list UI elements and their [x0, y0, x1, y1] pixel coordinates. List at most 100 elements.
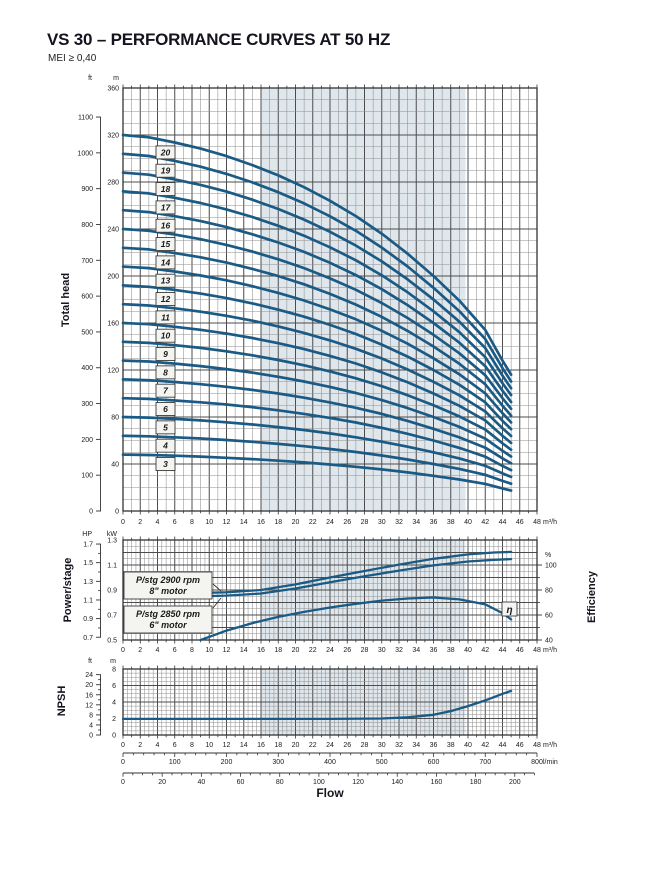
svg-text:46: 46 [516, 742, 524, 749]
stage-label-box-10 [155, 328, 176, 343]
stage-label-box-17 [155, 200, 176, 215]
svg-text:160: 160 [431, 779, 443, 786]
svg-text:0: 0 [121, 779, 125, 786]
svg-text:10: 10 [205, 742, 213, 749]
svg-text:10: 10 [205, 519, 213, 526]
svg-text:8" motor: 8" motor [149, 586, 187, 596]
power-curves [190, 550, 513, 642]
svg-text:20: 20 [85, 682, 93, 689]
svg-text:500: 500 [376, 759, 388, 766]
svg-text:200: 200 [509, 779, 521, 786]
svg-text:24: 24 [326, 647, 334, 654]
svg-text:300: 300 [81, 401, 93, 408]
svg-text:1.7: 1.7 [83, 542, 93, 549]
stage-label-box-8 [155, 365, 176, 380]
power-2900-label-box [123, 571, 213, 600]
stage-label-box-7 [155, 383, 176, 398]
svg-text:1.3: 1.3 [83, 579, 93, 586]
svg-text:18: 18 [274, 647, 282, 654]
svg-text:4: 4 [89, 722, 93, 729]
svg-text:200: 200 [81, 437, 93, 444]
power-efficiency-panel: 0 2 4 6 8 10 12 14 16 18 20 22 24 26 28 30 32 34 36 38 40 42 4… [82, 531, 557, 654]
svg-text:700: 700 [81, 258, 93, 265]
svg-text:1.1: 1.1 [83, 597, 93, 604]
svg-text:46: 46 [516, 519, 524, 526]
power-curve-2850rpm [190, 557, 513, 598]
svg-text:800: 800 [81, 222, 93, 229]
svg-text:HP: HP [82, 531, 92, 538]
svg-text:8: 8 [112, 667, 116, 674]
svg-text:8: 8 [190, 742, 194, 749]
svg-text:16: 16 [257, 742, 265, 749]
svg-text:46: 46 [516, 647, 524, 654]
svg-text:26: 26 [343, 519, 351, 526]
svg-text:32: 32 [395, 647, 403, 654]
head-curve-13stg [121, 265, 513, 424]
svg-text:1000: 1000 [77, 150, 93, 157]
svg-text:4: 4 [112, 700, 116, 707]
page-title: VS 30 – PERFORMANCE CURVES AT 50 HZ [47, 30, 391, 49]
svg-text:3: 3 [163, 459, 168, 469]
svg-text:60: 60 [237, 779, 245, 786]
svg-text:0.9: 0.9 [107, 588, 117, 595]
svg-text:6: 6 [173, 647, 177, 654]
svg-text:280: 280 [107, 180, 119, 187]
svg-text:28: 28 [361, 742, 369, 749]
power-x-axis: 0 2 4 6 8 10 12 14 16 18 20 22 24 26 28 30 32 34 36 38 40 42 4… [121, 536, 557, 654]
svg-text:32: 32 [395, 742, 403, 749]
svg-text:24: 24 [326, 742, 334, 749]
svg-text:22: 22 [309, 647, 317, 654]
svg-text:36: 36 [430, 647, 438, 654]
svg-text:17: 17 [161, 202, 172, 212]
svg-text:38: 38 [447, 647, 455, 654]
svg-text:80: 80 [111, 415, 119, 422]
svg-text:600: 600 [428, 759, 440, 766]
svg-text:40: 40 [111, 462, 119, 469]
svg-text:28: 28 [361, 647, 369, 654]
svg-text:20: 20 [160, 147, 171, 157]
svg-text:240: 240 [107, 227, 119, 234]
svg-text:42: 42 [481, 647, 489, 654]
svg-text:2: 2 [112, 716, 116, 723]
svg-text:700: 700 [479, 759, 491, 766]
stage-label-box-14 [155, 255, 176, 270]
npsh-curve-group [121, 689, 513, 721]
npsh-m-scale: 0 2 4 6 8 m [110, 658, 116, 740]
svg-text:12: 12 [223, 519, 231, 526]
svg-text:80: 80 [545, 588, 553, 595]
svg-text:ft: ft [88, 75, 92, 82]
svg-text:15: 15 [161, 239, 171, 249]
svg-text:160: 160 [107, 321, 119, 328]
svg-text:40: 40 [545, 638, 553, 645]
svg-text:400: 400 [324, 759, 336, 766]
head-x-axis: 0 2 4 6 8 10 12 14 16 18 20 22 24 26 28 30 32 34 36 38 40 42 4… [121, 84, 557, 526]
svg-text:12: 12 [161, 294, 171, 304]
stage-label-box-6 [155, 402, 176, 416]
stage-label-box-15 [155, 237, 176, 252]
svg-text:30: 30 [378, 742, 386, 749]
head-curves [121, 133, 513, 492]
svg-text:m: m [110, 658, 116, 665]
stage-label-box-13 [155, 273, 176, 288]
npsh-ft-scale: 0 4 8 12 16 20 24 ft [85, 658, 101, 740]
stage-label-box-5 [155, 420, 176, 435]
svg-text:120: 120 [352, 779, 364, 786]
svg-text:34: 34 [412, 519, 420, 526]
svg-text:100: 100 [169, 759, 181, 766]
eta-label-box: η [501, 601, 518, 617]
svg-text:18: 18 [274, 519, 282, 526]
svg-text:24: 24 [85, 672, 93, 679]
npsh-curve [121, 689, 513, 721]
svg-text:44: 44 [499, 742, 507, 749]
svg-text:ft: ft [88, 658, 92, 665]
efficiency-curve [199, 596, 513, 642]
svg-text:40: 40 [464, 647, 472, 654]
head-curve-17stg [121, 190, 513, 397]
svg-text:0.9: 0.9 [83, 616, 93, 623]
head-curve-10stg [121, 321, 513, 445]
stage-label-box-18 [155, 182, 176, 197]
flow-axis-gpm: 0 20 40 60 80 100 120 140 160 180 200 [121, 772, 535, 786]
svg-text:22: 22 [309, 519, 317, 526]
